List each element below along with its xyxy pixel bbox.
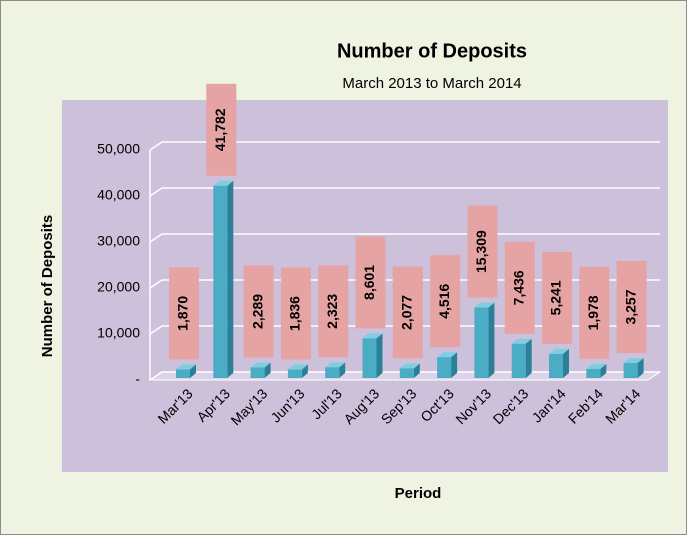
bar xyxy=(474,307,489,378)
chart-subtitle: March 2013 to March 2014 xyxy=(342,75,521,92)
value-label: 3,257 xyxy=(622,289,638,324)
value-label-box xyxy=(355,236,386,329)
bar xyxy=(250,367,265,378)
grid-line xyxy=(149,187,660,197)
chart-title: Number of Deposits xyxy=(337,40,527,62)
y-tick-label: 10,000 xyxy=(97,325,140,341)
value-label: 8,601 xyxy=(361,265,377,300)
bar-top xyxy=(511,338,532,344)
bar-top xyxy=(176,364,196,370)
bar xyxy=(399,368,414,378)
value-label: 1,836 xyxy=(287,296,303,331)
y-axis-label: Number of Deposits xyxy=(39,215,56,358)
bar-side xyxy=(525,338,532,378)
bar-top xyxy=(362,333,383,339)
value-label-box xyxy=(616,261,647,354)
bar xyxy=(325,367,340,378)
value-label-box xyxy=(280,267,311,360)
value-label: 2,323 xyxy=(324,294,340,329)
value-label-box xyxy=(430,255,461,348)
value-label: 1,978 xyxy=(585,295,601,330)
value-label: 2,289 xyxy=(249,294,265,329)
bar xyxy=(213,185,228,378)
bar-top xyxy=(474,302,495,308)
bar-top xyxy=(399,363,420,369)
y-tick-label: 30,000 xyxy=(97,233,140,249)
bar-side xyxy=(563,348,569,378)
value-label: 41,782 xyxy=(212,108,228,151)
value-label: 5,241 xyxy=(548,280,564,315)
bar-side xyxy=(413,363,420,378)
value-label-box xyxy=(542,251,572,344)
value-label: 4,516 xyxy=(436,284,452,319)
value-label: 15,309 xyxy=(473,230,489,273)
bar-top xyxy=(250,362,271,368)
bar xyxy=(287,369,302,378)
value-label-box xyxy=(243,265,274,358)
value-label-box xyxy=(206,83,237,176)
bar-side xyxy=(264,362,271,378)
bar-top xyxy=(623,358,644,364)
x-axis-label: Period xyxy=(395,485,442,502)
bar xyxy=(511,343,526,378)
value-label-box xyxy=(318,265,349,358)
bar xyxy=(623,363,638,378)
bar-side xyxy=(637,358,644,378)
bar-side xyxy=(600,363,607,378)
y-tick-label: 40,000 xyxy=(97,187,140,203)
bar xyxy=(437,357,452,378)
bar-side xyxy=(339,362,346,378)
value-label-box xyxy=(504,241,535,334)
bar xyxy=(362,338,377,378)
bar xyxy=(586,368,601,378)
value-label-box xyxy=(579,266,610,359)
bar-side xyxy=(376,333,383,378)
bar-top xyxy=(549,348,569,354)
value-label-box xyxy=(169,267,199,360)
y-tick-label: 20,000 xyxy=(97,279,140,295)
value-label-box xyxy=(467,205,498,298)
value-label: 2,077 xyxy=(399,295,415,330)
value-label: 7,436 xyxy=(510,270,526,305)
bar-side xyxy=(451,352,458,378)
bar-top xyxy=(586,363,607,369)
bar-top xyxy=(287,364,308,370)
bar-side xyxy=(190,364,196,378)
y-tick-label: - xyxy=(135,371,140,387)
bar-top xyxy=(325,362,346,368)
bar xyxy=(176,369,190,378)
bar-side xyxy=(227,180,234,378)
bar-side xyxy=(301,364,308,378)
grid-line xyxy=(149,141,660,151)
y-tick-label: 50,000 xyxy=(97,141,140,157)
bar-top xyxy=(437,352,458,358)
bar-top xyxy=(213,180,234,186)
value-label-box xyxy=(392,266,423,359)
bar-side xyxy=(488,302,495,378)
bar xyxy=(549,353,563,378)
value-label: 1,870 xyxy=(175,296,191,331)
